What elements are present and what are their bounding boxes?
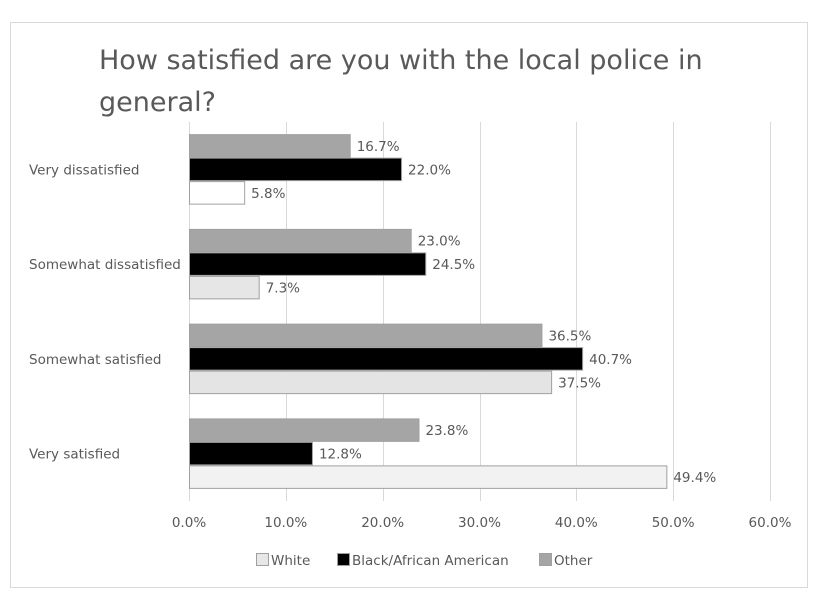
- data-label-other-very-satisfied: 23.8%: [425, 423, 468, 439]
- data-label-white-very-satisfied: 49.4%: [673, 470, 716, 486]
- data-label-white-very-dissatisfied: 5.8%: [251, 186, 285, 202]
- bar-black-african-american-somewhat-satisfied: [189, 347, 584, 371]
- legend: White Black/African American Other: [256, 553, 593, 569]
- x-tick-label: 0.0%: [172, 515, 206, 531]
- data-labels: 16.7% 22.0% 5.8% 23.0% 24.5% 7.3% 36.5% 40.7% 37…: [251, 139, 716, 486]
- bar-black-african-american-somewhat-dissatisfied: [189, 252, 427, 276]
- bar-black-african-american-very-satisfied: [189, 441, 313, 466]
- data-label-black-african-american-somewhat-satisfied: 40.7%: [589, 352, 632, 368]
- data-label-other-very-dissatisfied: 16.7%: [357, 139, 400, 155]
- category-label-very-dissatisfied: Very dissatisfied: [29, 162, 139, 178]
- x-tick-label: 20.0%: [361, 515, 404, 531]
- data-label-other-somewhat-satisfied: 36.5%: [548, 328, 591, 344]
- x-tick-label: 60.0%: [749, 515, 792, 531]
- x-tick-label: 50.0%: [652, 515, 695, 531]
- chart-title-line-1: How satisfied are you with the local pol…: [99, 45, 703, 76]
- legend-swatch-other: [539, 553, 552, 566]
- legend-swatch-black-african-american: [337, 553, 350, 566]
- legend-swatch-white: [256, 553, 269, 566]
- data-label-black-african-american-somewhat-dissatisfied: 24.5%: [432, 257, 475, 273]
- bar-white-somewhat-satisfied: [189, 370, 553, 395]
- value-axis-labels: 0.0% 10.0% 20.0% 30.0% 40.0% 50.0% 60.0%: [172, 515, 792, 531]
- category-label-somewhat-dissatisfied: Somewhat dissatisfied: [29, 257, 181, 273]
- bars: [189, 134, 668, 489]
- bar-other-somewhat-dissatisfied: [189, 228, 412, 253]
- x-tick-label: 10.0%: [264, 515, 307, 531]
- category-label-somewhat-satisfied: Somewhat satisfied: [29, 352, 162, 368]
- x-tick-label: 30.0%: [458, 515, 501, 531]
- bar-other-very-satisfied: [189, 418, 420, 442]
- bar-other-very-dissatisfied: [189, 134, 351, 158]
- x-tick-label: 40.0%: [555, 515, 598, 531]
- category-axis-labels: Very dissatisfied Somewhat dissatisfied So…: [29, 162, 181, 462]
- category-label-very-satisfied: Very satisfied: [29, 447, 120, 463]
- data-label-other-somewhat-dissatisfied: 23.0%: [418, 234, 461, 250]
- bar-white-very-dissatisfied: [189, 181, 246, 205]
- bar-white-very-satisfied: [189, 465, 668, 489]
- data-label-white-somewhat-satisfied: 37.5%: [558, 375, 601, 391]
- bar-white-somewhat-dissatisfied: [189, 275, 260, 300]
- chart-title: How satisfied are you with the local pol…: [99, 45, 703, 118]
- data-label-black-african-american-very-satisfied: 12.8%: [319, 447, 362, 463]
- legend-label-black-african-american: Black/African American: [352, 553, 509, 569]
- chart-title-line-2: general?: [99, 87, 216, 118]
- bar-other-somewhat-satisfied: [189, 323, 543, 348]
- chart-frame: [10, 22, 808, 588]
- bar-black-african-american-very-dissatisfied: [189, 157, 403, 182]
- data-label-black-african-american-very-dissatisfied: 22.0%: [408, 162, 451, 178]
- legend-label-white: White: [271, 553, 310, 569]
- data-label-white-somewhat-dissatisfied: 7.3%: [266, 281, 300, 297]
- legend-label-other: Other: [554, 553, 593, 569]
